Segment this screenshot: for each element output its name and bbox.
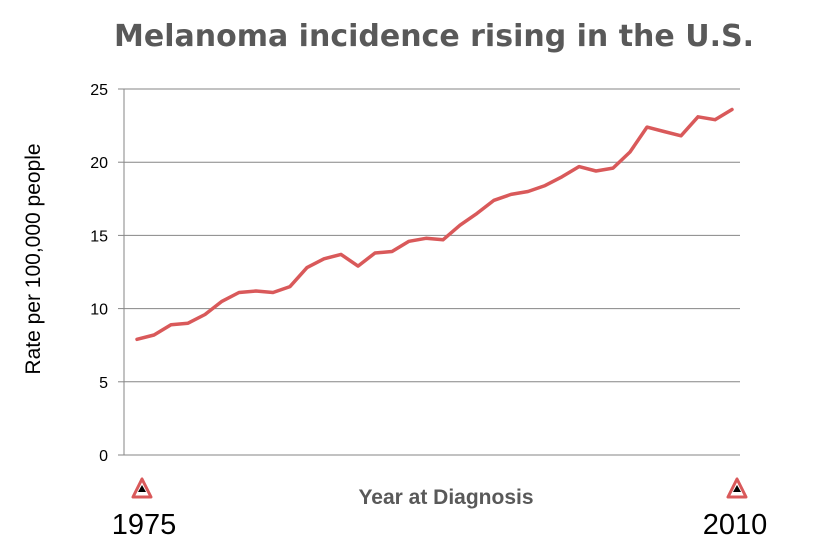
y-axis-ticks: 0 5 10 15 20 25 (90, 82, 124, 465)
y-tick-label: 20 (90, 155, 108, 172)
y-tick-label: 0 (99, 448, 108, 465)
chart-title: Melanoma incidence rising in the U.S. (114, 19, 754, 54)
gridlines (124, 88, 740, 383)
end-year-label: 2010 (703, 509, 768, 541)
start-marker-icon (131, 477, 153, 499)
end-marker-icon (726, 477, 748, 499)
y-tick-label: 15 (90, 228, 108, 245)
series-line (135, 107, 734, 342)
y-tick-label: 10 (90, 302, 108, 319)
y-tick-label: 5 (99, 375, 108, 392)
y-axis-label: Rate per 100,000 people (22, 143, 45, 374)
x-axis-label: Year at Diagnosis (358, 486, 533, 509)
y-tick-label: 25 (90, 82, 108, 99)
series-group (135, 107, 734, 342)
start-year-label: 1975 (112, 509, 177, 541)
